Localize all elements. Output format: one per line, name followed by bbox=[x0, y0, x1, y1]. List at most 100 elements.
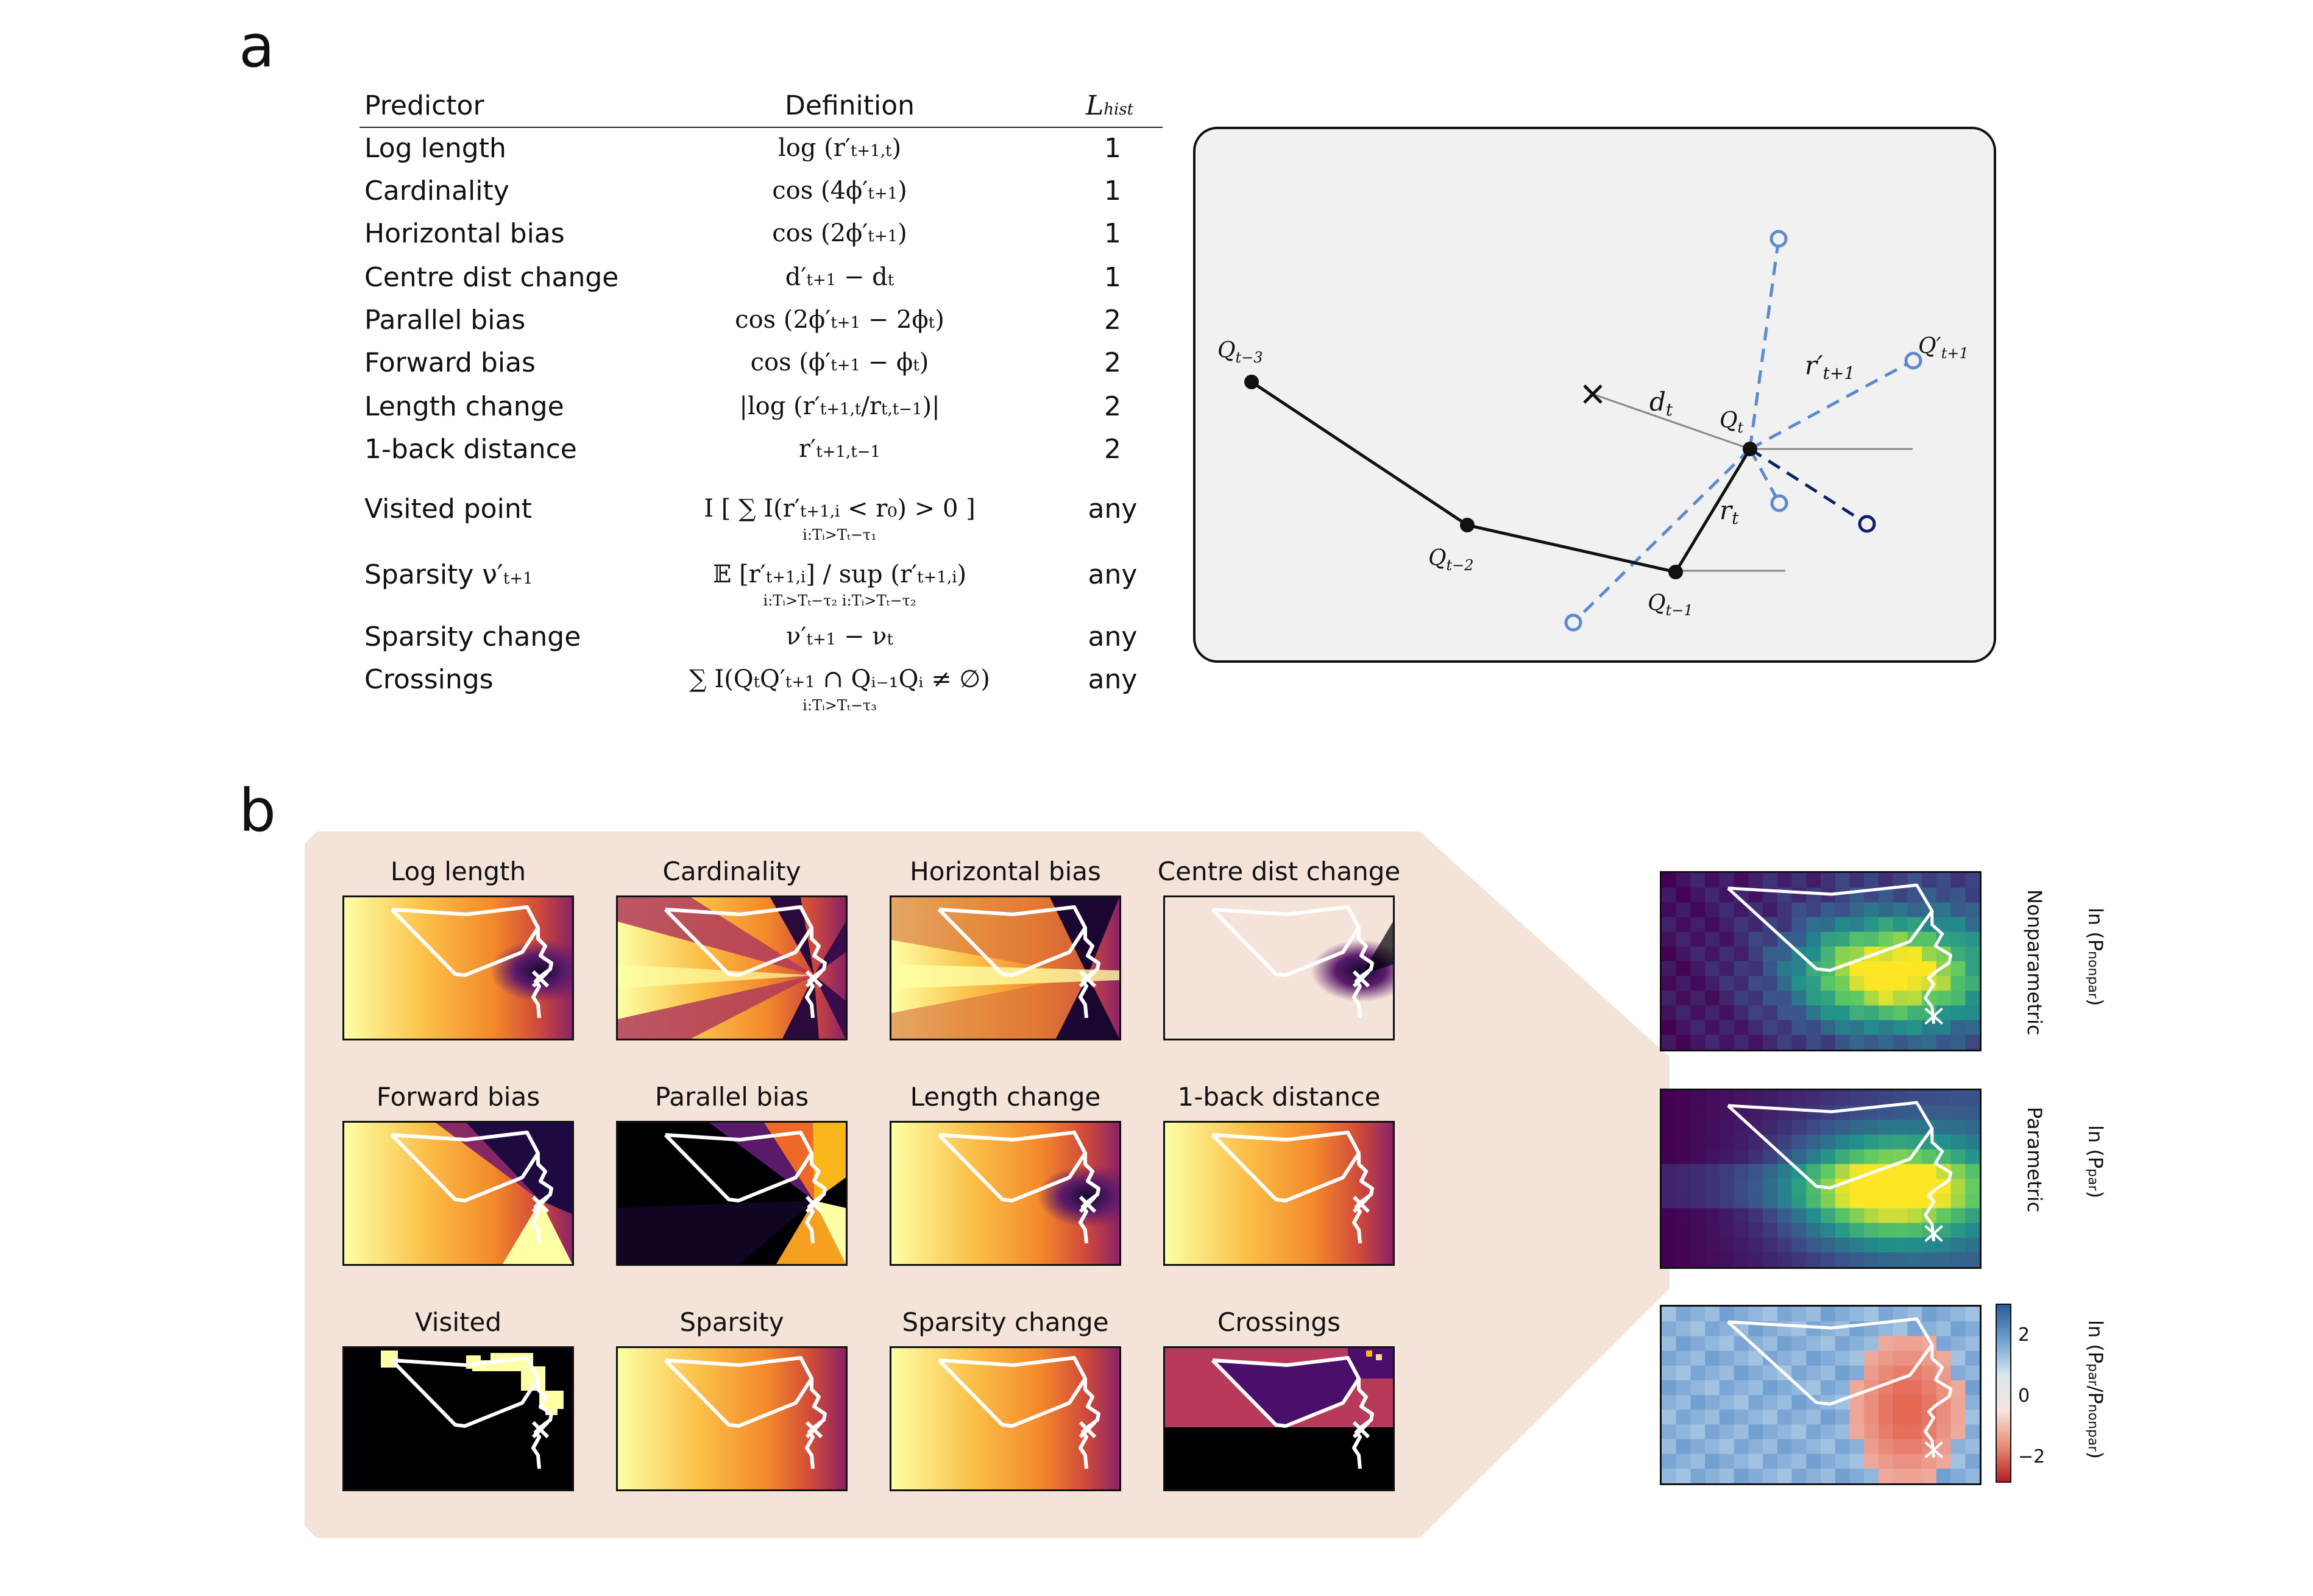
point-q-t bbox=[1743, 442, 1757, 456]
geometry-diagram: Qt−3 Qt−2 Qt−1 Qt Q′t+1 dt rt r′t+1 bbox=[1193, 127, 1996, 663]
heatmap-title: Centre dist change bbox=[1157, 856, 1401, 886]
predictor-lhist: 1 bbox=[1104, 218, 1121, 249]
gaze-path bbox=[1250, 380, 1752, 574]
label-d-t: dt bbox=[1649, 387, 1673, 420]
centre-cross-icon bbox=[1583, 384, 1603, 404]
definition-index: i:Tᵢ>Tₜ−τ₂ i:Tᵢ>Tₜ−τ₂ bbox=[763, 592, 916, 609]
label-q-t3: Qt−3 bbox=[1217, 338, 1263, 366]
predictor-definition: cos (4ϕ′t+1) bbox=[772, 177, 907, 205]
colorbar-tick: −2 bbox=[2018, 1446, 2046, 1467]
point-q-t2 bbox=[1460, 518, 1475, 532]
panel-b-letter: b bbox=[239, 777, 276, 845]
predictor-name: 1-back distance bbox=[364, 434, 577, 465]
heatmap-cardinality bbox=[616, 895, 848, 1040]
colorbar-tick: 0 bbox=[2018, 1385, 2030, 1407]
probability-map bbox=[1660, 1089, 1982, 1269]
heatmap-title: Forward bias bbox=[376, 1082, 540, 1112]
predictor-lhist: any bbox=[1088, 621, 1138, 652]
panel-a-letter: a bbox=[239, 12, 275, 80]
map-log-label: ln (Ppar/Pnonpar) bbox=[2084, 1320, 2107, 1460]
map-side-label: Nonparametric bbox=[2023, 889, 2046, 1036]
heatmap-oneback bbox=[1163, 1121, 1395, 1266]
predictor-definition: d′t+1 − dt bbox=[785, 263, 894, 291]
heatmap-length_change bbox=[890, 1121, 1121, 1266]
predictor-definition: |log (r′t+1,t/rt,t−1)| bbox=[739, 392, 940, 420]
predictor-name: Centre dist change bbox=[364, 262, 619, 293]
heatmap-horizontal bbox=[890, 895, 1121, 1040]
predictor-name: Sparsity ν′t+1 bbox=[364, 559, 533, 590]
heatmap-parallel bbox=[616, 1121, 848, 1266]
probability-map bbox=[1660, 1305, 1982, 1485]
header-predictor: Predictor bbox=[364, 90, 484, 121]
candidate-line-right bbox=[1749, 359, 1915, 451]
candidate-point-up bbox=[1769, 230, 1788, 248]
predictor-lhist: 2 bbox=[1104, 434, 1121, 465]
candidate-lines bbox=[1572, 238, 1915, 624]
label-q-t: Qt bbox=[1720, 408, 1744, 436]
header-lhist: Lhist bbox=[1086, 90, 1133, 121]
predictor-name: Length change bbox=[364, 391, 564, 422]
candidate-point-left bbox=[1564, 613, 1582, 632]
predictor-lhist: 1 bbox=[1104, 175, 1121, 207]
heatmap-visited bbox=[342, 1346, 574, 1491]
candidate-point-down bbox=[1770, 494, 1788, 512]
predictor-definition: ν′t+1 − νt bbox=[786, 623, 893, 651]
predictor-name: Crossings bbox=[364, 664, 494, 695]
predictor-name: Forward bias bbox=[364, 347, 536, 378]
label-q-next: Q′t+1 bbox=[1918, 334, 1969, 362]
label-r-next: r′t+1 bbox=[1805, 350, 1855, 383]
heatmap-title: Cardinality bbox=[662, 856, 801, 886]
predictor-lhist: 2 bbox=[1104, 305, 1121, 336]
point-q-t3 bbox=[1244, 375, 1259, 389]
predictor-definition: 𝔼 [r′t+1,i] / sup (r′t+1,i) bbox=[712, 560, 967, 588]
predictor-definition: r′t+1,t−1 bbox=[798, 435, 881, 463]
predictor-definition: I [ ∑ I(r′t+1,i < r₀) > 0 ] bbox=[704, 495, 976, 523]
predictor-name: Cardinality bbox=[364, 175, 509, 207]
heatmap-title: Length change bbox=[910, 1082, 1101, 1112]
predictor-definition: ∑ I(QtQ′t+1 ∩ Qᵢ₋₁Qᵢ ≠ ∅) bbox=[689, 665, 990, 693]
chosen-point bbox=[1858, 515, 1876, 533]
definition-index: i:Tᵢ>Tₜ−τ₁ bbox=[802, 526, 877, 543]
heatmap-sparsity bbox=[616, 1346, 848, 1491]
predictor-name: Horizontal bias bbox=[364, 218, 565, 249]
candidate-line-down bbox=[1748, 448, 1781, 504]
candidate-line-left bbox=[1572, 448, 1751, 624]
heatmap-log_length bbox=[342, 895, 574, 1040]
chosen-line bbox=[1749, 447, 1868, 526]
predictor-definition: cos (ϕ′t+1 − ϕt) bbox=[750, 348, 929, 376]
predictor-name: Parallel bias bbox=[364, 305, 526, 336]
map-log-label: ln (Ppar) bbox=[2084, 1125, 2107, 1199]
colorbar-tick: 2 bbox=[2018, 1324, 2030, 1346]
predictor-lhist: any bbox=[1088, 664, 1138, 695]
candidate-endpoints bbox=[1564, 230, 1922, 632]
table-rule bbox=[360, 127, 1163, 128]
predictor-lhist: 1 bbox=[1104, 133, 1121, 164]
heatmap-title: Crossings bbox=[1217, 1307, 1341, 1337]
predictor-lhist: 2 bbox=[1104, 391, 1121, 422]
candidate-line-up bbox=[1748, 238, 1780, 450]
lhist-symbol: L bbox=[1086, 90, 1104, 121]
map-side-label: Parametric bbox=[2023, 1107, 2046, 1213]
label-q-t1: Qt−1 bbox=[1648, 591, 1693, 619]
candidate-point-right bbox=[1904, 351, 1922, 370]
heatmap-title: Sparsity change bbox=[902, 1307, 1109, 1337]
predictor-lhist: any bbox=[1088, 493, 1138, 524]
heatmap-centre bbox=[1163, 895, 1395, 1040]
diff-colorbar bbox=[1996, 1304, 2011, 1483]
point-q-t1 bbox=[1668, 565, 1683, 579]
predictor-definition: cos (2ϕ′t+1) bbox=[772, 219, 907, 247]
predictor-name: Log length bbox=[364, 133, 506, 164]
diagram-svg: Qt−3 Qt−2 Qt−1 Qt Q′t+1 dt rt r′t+1 bbox=[1217, 230, 1969, 632]
predictor-lhist: any bbox=[1088, 559, 1138, 590]
heatmap-title: Horizontal bias bbox=[910, 856, 1101, 886]
centre-distance-line bbox=[1592, 393, 1751, 450]
heatmap-crossings bbox=[1163, 1346, 1395, 1491]
predictor-lhist: 2 bbox=[1104, 347, 1121, 378]
definition-index: i:Tᵢ>Tₜ−τ₃ bbox=[802, 697, 877, 714]
lhist-sub: hist bbox=[1103, 101, 1134, 119]
map-log-label: ln (Pnonpar) bbox=[2084, 908, 2107, 1006]
predictor-definition: log (r′t+1,t) bbox=[777, 134, 902, 162]
predictor-name: Sparsity change bbox=[364, 621, 581, 652]
label-q-t2: Qt−2 bbox=[1428, 546, 1474, 574]
heatmap-title: Parallel bias bbox=[654, 1082, 809, 1112]
